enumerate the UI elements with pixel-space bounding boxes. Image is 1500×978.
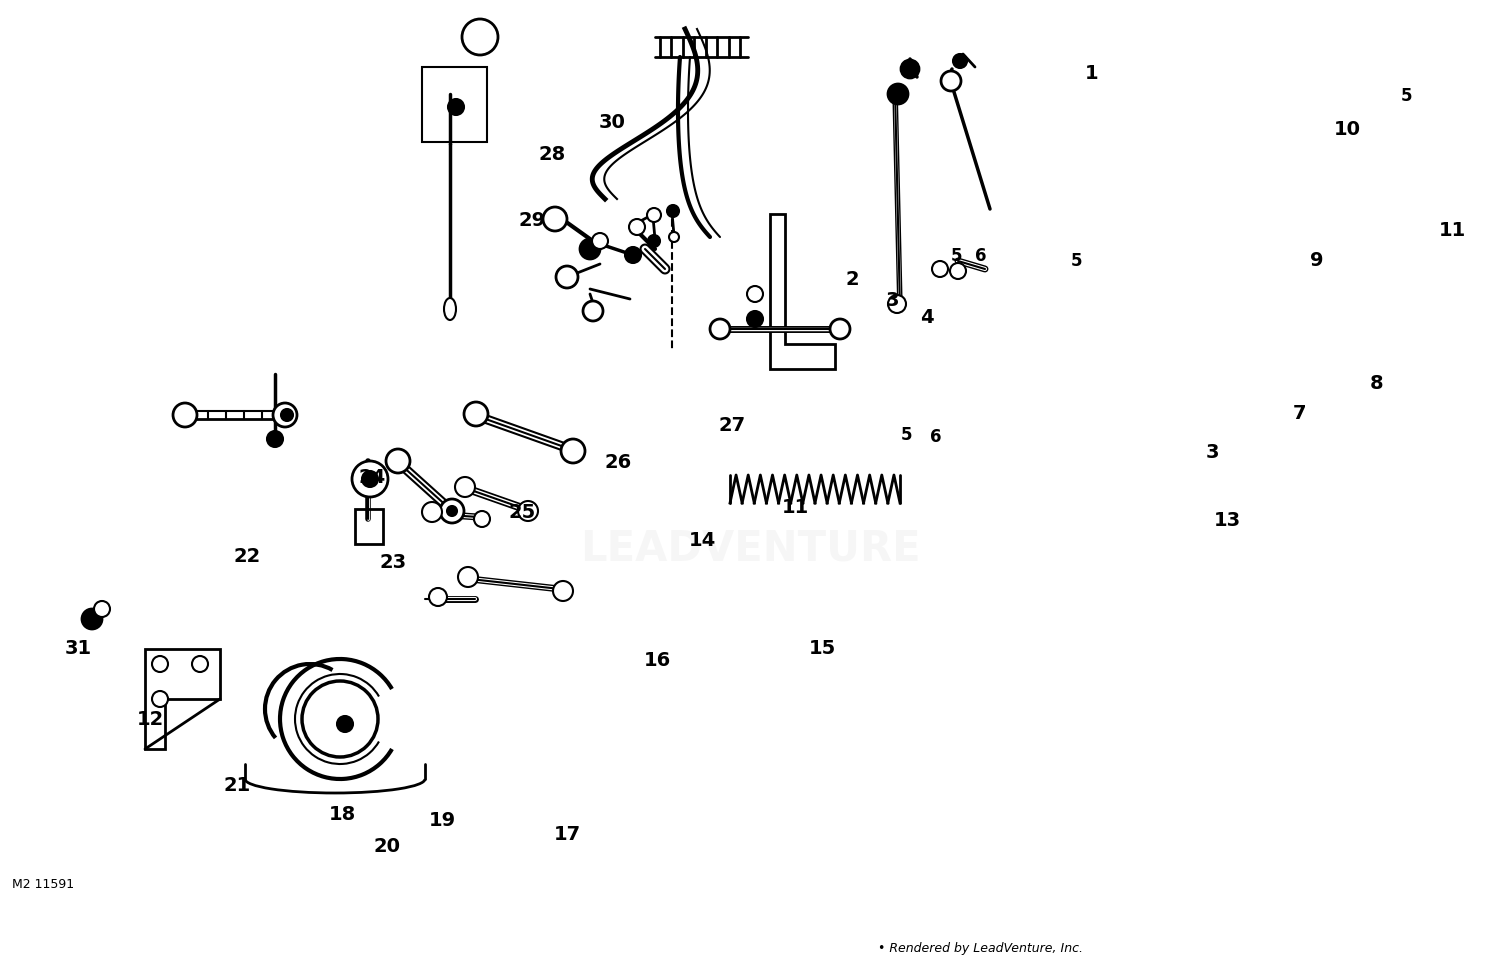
Circle shape	[152, 656, 168, 672]
Circle shape	[902, 61, 920, 79]
Text: 21: 21	[224, 775, 251, 794]
Text: 23: 23	[380, 553, 406, 572]
Text: • Rendered by LeadVenture, Inc.: • Rendered by LeadVenture, Inc.	[878, 941, 1083, 954]
Text: 15: 15	[808, 638, 836, 657]
Text: 14: 14	[688, 530, 715, 550]
Circle shape	[888, 85, 908, 105]
Text: 27: 27	[718, 416, 746, 435]
Circle shape	[273, 404, 297, 427]
Bar	[356, 510, 382, 545]
Circle shape	[474, 511, 490, 527]
Circle shape	[464, 403, 488, 426]
Circle shape	[172, 404, 196, 427]
Text: 5: 5	[1071, 252, 1083, 270]
Circle shape	[888, 295, 906, 314]
Circle shape	[448, 100, 464, 115]
Ellipse shape	[444, 298, 456, 321]
Circle shape	[458, 567, 478, 588]
Circle shape	[584, 301, 603, 322]
Circle shape	[422, 503, 442, 522]
Text: 30: 30	[598, 112, 625, 132]
Circle shape	[543, 207, 567, 232]
Bar	[422, 67, 488, 143]
Text: 5: 5	[951, 247, 963, 265]
Circle shape	[830, 320, 850, 339]
Text: 12: 12	[136, 709, 164, 729]
Circle shape	[440, 500, 464, 523]
Text: 4: 4	[920, 307, 934, 327]
Text: 1: 1	[1084, 64, 1100, 83]
Circle shape	[554, 581, 573, 601]
Circle shape	[747, 312, 764, 328]
Text: 8: 8	[1370, 374, 1384, 393]
Circle shape	[352, 462, 388, 498]
Text: 3: 3	[885, 290, 900, 310]
Circle shape	[462, 20, 498, 56]
Circle shape	[192, 656, 208, 672]
Text: 11: 11	[1438, 220, 1466, 240]
Text: 19: 19	[429, 810, 456, 829]
Text: 26: 26	[604, 452, 631, 471]
Text: 2: 2	[844, 269, 859, 289]
Circle shape	[648, 236, 660, 247]
Circle shape	[152, 691, 168, 707]
Text: 3: 3	[1206, 442, 1218, 462]
Circle shape	[362, 471, 378, 487]
Circle shape	[518, 502, 538, 521]
Circle shape	[429, 589, 447, 606]
Circle shape	[592, 234, 608, 249]
Circle shape	[932, 262, 948, 278]
Text: 16: 16	[644, 650, 670, 670]
Text: 22: 22	[234, 546, 261, 565]
Circle shape	[561, 439, 585, 464]
Circle shape	[668, 205, 680, 218]
Text: 18: 18	[328, 804, 356, 823]
Circle shape	[940, 72, 962, 92]
Circle shape	[556, 267, 578, 289]
Circle shape	[280, 410, 292, 422]
Circle shape	[94, 601, 110, 617]
Text: LEADVENTURE: LEADVENTURE	[579, 527, 921, 568]
Circle shape	[267, 431, 284, 448]
Circle shape	[646, 208, 662, 223]
Circle shape	[952, 55, 968, 68]
Circle shape	[447, 507, 458, 516]
Text: 6: 6	[975, 247, 987, 265]
Circle shape	[338, 716, 352, 733]
Text: 17: 17	[554, 823, 580, 843]
Text: 10: 10	[1334, 119, 1360, 139]
Circle shape	[454, 477, 476, 498]
Circle shape	[747, 287, 764, 302]
Text: 11: 11	[782, 497, 808, 516]
Circle shape	[386, 450, 410, 473]
Text: 24: 24	[358, 467, 386, 487]
Circle shape	[82, 609, 102, 630]
Text: 5: 5	[900, 425, 912, 443]
Text: 29: 29	[519, 210, 546, 230]
Circle shape	[626, 247, 640, 264]
Text: 6: 6	[930, 427, 942, 445]
Text: 20: 20	[374, 836, 400, 856]
Circle shape	[302, 682, 378, 757]
Text: 31: 31	[64, 638, 92, 657]
Text: 5: 5	[1401, 87, 1413, 105]
Text: 9: 9	[1311, 250, 1323, 270]
Circle shape	[628, 220, 645, 236]
Circle shape	[950, 264, 966, 280]
Circle shape	[669, 233, 680, 243]
Text: 7: 7	[1292, 403, 1305, 422]
Text: 25: 25	[509, 503, 536, 522]
Text: M2 11591: M2 11591	[12, 877, 74, 890]
Text: 28: 28	[538, 145, 566, 164]
Circle shape	[710, 320, 730, 339]
Circle shape	[580, 240, 600, 260]
Text: 13: 13	[1214, 511, 1240, 530]
